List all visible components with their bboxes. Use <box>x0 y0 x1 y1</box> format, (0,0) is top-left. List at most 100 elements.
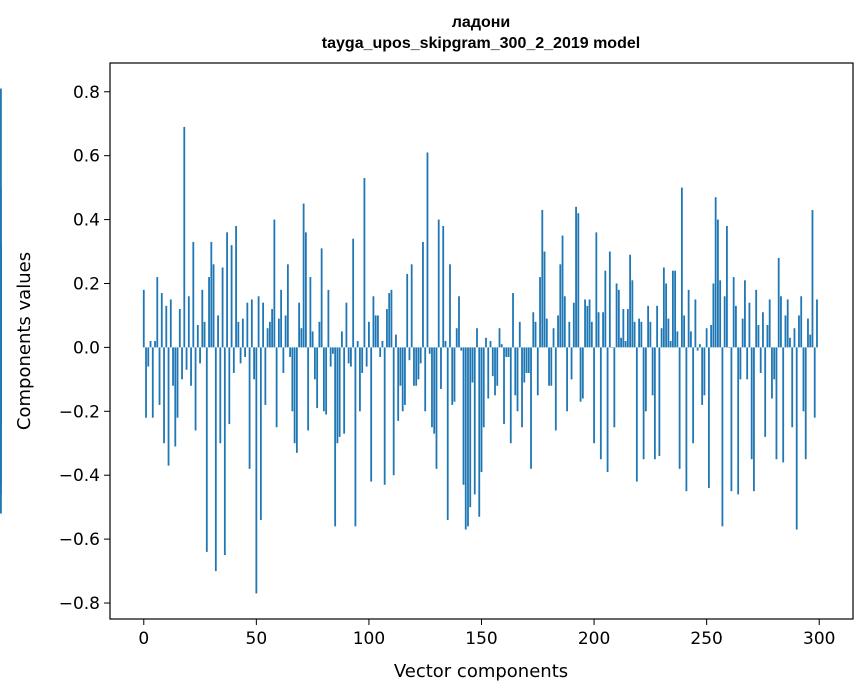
bar-95 <box>356 341 359 348</box>
bar-149 <box>478 347 481 517</box>
bar-101 <box>370 347 373 482</box>
bar-57 <box>271 309 274 348</box>
bar-187 <box>563 296 566 348</box>
bar-210 <box>615 283 618 348</box>
bar-196 <box>584 299 586 348</box>
bar-1 <box>145 347 147 418</box>
x-tick-label: 100 <box>353 629 385 649</box>
bar-198 <box>588 299 591 348</box>
bar-99 <box>365 347 368 367</box>
x-tick-label: 300 <box>803 629 835 649</box>
bar-92 <box>350 347 352 367</box>
bar-184 <box>557 315 559 348</box>
bar-82 <box>327 289 330 348</box>
bar-undefined <box>0 347 2 495</box>
bar-83 <box>329 347 332 367</box>
bar-51 <box>257 296 260 348</box>
bar-24 <box>196 325 199 348</box>
bar-3 <box>149 341 152 348</box>
bar-229 <box>658 347 661 457</box>
bar-21 <box>190 347 192 386</box>
bar-182 <box>552 328 555 348</box>
bar-72 <box>304 232 307 348</box>
bar-16 <box>178 309 181 348</box>
bar-157 <box>496 347 499 386</box>
bar-74 <box>309 277 312 348</box>
bar-128 <box>431 347 433 428</box>
bar-129 <box>433 347 436 434</box>
y-tick-label: 0.0 <box>73 338 100 358</box>
bar-211 <box>617 289 620 348</box>
bar-150 <box>480 347 483 473</box>
y-tick-label: 0.2 <box>73 274 100 294</box>
bar-202 <box>597 312 600 348</box>
bar-34 <box>219 347 222 444</box>
bar-126 <box>426 152 429 348</box>
bar-291 <box>798 315 800 348</box>
bars-group <box>0 88 818 594</box>
bar-40 <box>232 347 235 373</box>
y-tick-label: −0.2 <box>59 402 100 422</box>
bar-87 <box>338 347 341 437</box>
bar-262 <box>732 277 735 348</box>
bar-160 <box>503 347 505 425</box>
bar-64 <box>286 264 289 348</box>
bar-296 <box>809 334 812 348</box>
bar-20 <box>187 296 190 348</box>
bar-205 <box>604 270 607 348</box>
bar-78 <box>318 321 321 348</box>
bar-195 <box>581 347 584 399</box>
bar-285 <box>784 315 787 348</box>
bar-281 <box>775 347 778 460</box>
bar-221 <box>640 321 643 348</box>
bar-239 <box>680 187 683 348</box>
bar-224 <box>647 305 650 348</box>
bar-237 <box>676 331 679 348</box>
bar-269 <box>748 302 751 348</box>
bar-106 <box>381 341 384 348</box>
bar-289 <box>793 328 796 348</box>
bar-206 <box>606 347 609 473</box>
bar-165 <box>514 347 517 396</box>
bar-120 <box>413 347 415 386</box>
bar-102 <box>372 296 375 348</box>
bar-18 <box>183 126 186 348</box>
bar-153 <box>487 347 490 399</box>
bar-8 <box>160 293 163 348</box>
bar-133 <box>442 225 445 348</box>
bar-47 <box>248 347 251 469</box>
bar-282 <box>777 257 780 348</box>
bar-156 <box>494 347 496 396</box>
bar-297 <box>811 209 814 348</box>
chart-title: ладони <box>452 14 511 31</box>
bar-105 <box>379 347 382 357</box>
bar-61 <box>280 289 283 348</box>
bar-213 <box>622 309 625 348</box>
bar-71 <box>302 203 305 348</box>
bar-44 <box>241 318 244 348</box>
bar-49 <box>253 347 255 380</box>
bar-181 <box>550 347 553 386</box>
bar-13 <box>172 347 174 386</box>
bar-138 <box>453 347 456 402</box>
bar-203 <box>599 347 602 460</box>
bar-27 <box>203 321 206 348</box>
bar-219 <box>635 347 638 482</box>
bar-130 <box>435 347 438 469</box>
bar-232 <box>665 283 668 348</box>
bar-251 <box>708 347 710 488</box>
bar-118 <box>408 347 411 361</box>
bar-52 <box>259 347 262 520</box>
bar-230 <box>660 328 663 348</box>
bar-290 <box>795 347 798 530</box>
bar-249 <box>703 347 706 396</box>
bar-258 <box>723 296 726 348</box>
bar-90 <box>345 302 348 348</box>
bar-172 <box>530 347 532 469</box>
bar-85 <box>334 347 337 527</box>
bar-143 <box>464 347 467 530</box>
bar-77 <box>316 347 319 409</box>
bar-179 <box>545 318 548 348</box>
y-tick-label: −0.8 <box>59 594 100 614</box>
bar-115 <box>401 347 404 412</box>
